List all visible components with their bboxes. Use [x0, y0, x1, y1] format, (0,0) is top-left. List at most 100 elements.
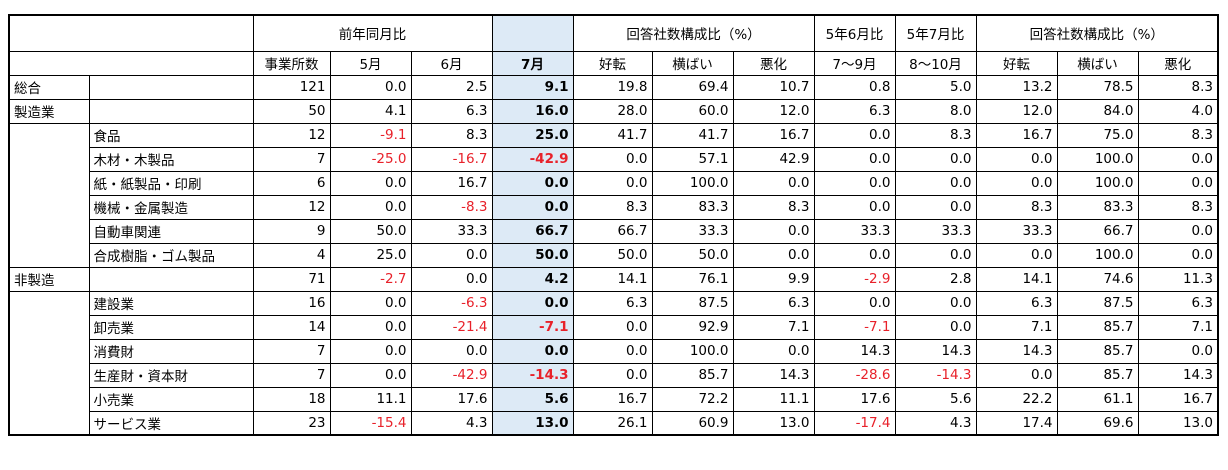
table-cell: 7 — [252, 146, 331, 172]
table-cell: -2.9 — [813, 266, 896, 292]
table-cell: 0.0 — [572, 146, 653, 172]
table-cell: 8.3 — [975, 194, 1058, 220]
table-cell: 10.7 — [732, 74, 815, 100]
row-label-spacer — [89, 74, 254, 100]
table-cell: 0.0 — [732, 242, 815, 268]
table-cell: 11.3 — [1137, 266, 1219, 292]
table-cell: 0.0 — [572, 170, 653, 196]
table-cell: 0.0 — [329, 74, 412, 100]
table-cell: -6.3 — [410, 290, 493, 316]
table-cell: 0.0 — [410, 338, 493, 364]
row-subcategory-label: 卸売業 — [88, 314, 254, 340]
table-cell: 8.3 — [1137, 122, 1219, 148]
table-cell: -15.4 — [329, 410, 412, 436]
table-cell: 11.1 — [732, 386, 815, 412]
table-cell: 14.1 — [572, 266, 653, 292]
table-cell: 4.3 — [894, 410, 977, 436]
table-cell: 85.7 — [1056, 314, 1139, 340]
table-cell: 0.0 — [329, 194, 412, 220]
row-subcategory-label: 建設業 — [88, 290, 254, 316]
table-cell: 0.0 — [975, 146, 1058, 172]
table-cell: 16 — [252, 290, 331, 316]
table-cell: 8.0 — [894, 98, 977, 124]
table-cell: 7.1 — [975, 314, 1058, 340]
row-subcategory-label: 消費財 — [88, 338, 254, 364]
table-cell: 0.0 — [894, 242, 977, 268]
table-cell: 0.0 — [894, 290, 977, 316]
table-cell: 84.0 — [1056, 98, 1139, 124]
table-body: 総合 121 0.0 2.5 9.1 19.8 69.4 10.7 0.8 5.0 13.2 78.5… — [8, 74, 1219, 436]
table-cell: 17.6 — [410, 386, 493, 412]
table-cell: 14.3 — [1137, 362, 1219, 388]
table-cell: -28.6 — [813, 362, 896, 388]
table-cell: 14.3 — [813, 338, 896, 364]
row-subcategory-label: サービス業 — [88, 410, 254, 436]
header-col-jul: 7月 — [491, 50, 574, 76]
row-indent — [8, 290, 90, 315]
table-cell: 0.0 — [1137, 218, 1219, 244]
table-cell: 74.6 — [1056, 266, 1139, 292]
row-indent — [8, 363, 90, 387]
table-cell: 0.0 — [975, 242, 1058, 268]
table-cell: 4.3 — [410, 410, 493, 436]
table-cell: 0.0 — [732, 218, 815, 244]
table-cell: 0.0 — [1137, 242, 1219, 268]
table-cell: 16.7 — [410, 170, 493, 196]
table-cell: 9.1 — [491, 74, 574, 100]
row-category-label: 非製造 — [8, 266, 90, 292]
table-cell: 50.0 — [651, 242, 734, 268]
table-cell: 0.0 — [491, 338, 574, 364]
table-cell: 0.0 — [894, 170, 977, 196]
row-subcategory-label: 合成樹脂・ゴム製品 — [88, 242, 254, 268]
table-cell: 2.8 — [894, 266, 977, 292]
table-cell: 6.3 — [975, 290, 1058, 316]
row-subcategory-label: 自動車関連 — [88, 218, 254, 244]
row-subcategory-label: 木材・木製品 — [88, 146, 254, 172]
table-cell: 6.3 — [1137, 290, 1219, 316]
header-col-jun: 6月 — [410, 50, 493, 76]
table-cell: 0.0 — [1137, 338, 1219, 364]
table-cell: 14 — [252, 314, 331, 340]
header-group-yoy: 前年同月比 — [252, 14, 493, 52]
table-cell: 66.7 — [572, 218, 653, 244]
table-cell: 0.0 — [491, 170, 574, 196]
table-cell: 100.0 — [651, 338, 734, 364]
table-cell: 0.0 — [491, 290, 574, 316]
table-row: 自動車関連 9 50.0 33.3 66.7 66.7 33.3 0.0 33.3 33.3 33.… — [8, 218, 1219, 244]
table-cell: 0.0 — [894, 314, 977, 340]
table-cell: 13.2 — [975, 74, 1058, 100]
table-cell: 16.7 — [732, 122, 815, 148]
table-cell: -42.9 — [410, 362, 493, 388]
table-cell: 8.3 — [1137, 194, 1219, 220]
table-cell: 4 — [252, 242, 331, 268]
table-cell: 7 — [252, 338, 331, 364]
table-cell: 8.3 — [894, 122, 977, 148]
table-cell: 100.0 — [1056, 146, 1139, 172]
table-row: 機械・金属製造 12 0.0 -8.3 0.0 8.3 83.3 8.3 0.0 0.0 8.3 83… — [8, 194, 1219, 220]
table-cell: 0.0 — [572, 362, 653, 388]
table-cell: 42.9 — [732, 146, 815, 172]
table-row: サービス業 23 -15.4 4.3 13.0 26.1 60.9 13.0 -17.4 4.3 1… — [8, 410, 1219, 436]
table-row: 建設業 16 0.0 -6.3 0.0 6.3 87.5 6.3 0.0 0.0 6.3 87.5 6.… — [8, 290, 1219, 316]
table-cell: 33.3 — [651, 218, 734, 244]
row-subcategory-label: 機械・金属製造 — [88, 194, 254, 220]
table-cell: 5.6 — [894, 386, 977, 412]
table-cell: 7.1 — [1137, 314, 1219, 340]
table-row: 非製造 71 -2.7 0.0 4.2 14.1 76.1 9.9 -2.9 2.8 14.1 74.… — [8, 266, 1219, 292]
table-cell: 85.7 — [1056, 362, 1139, 388]
table-cell: 85.7 — [1056, 338, 1139, 364]
table-cell: 121 — [252, 74, 331, 100]
table-cell: 100.0 — [1056, 242, 1139, 268]
table-cell: 0.0 — [329, 290, 412, 316]
table-cell: -7.1 — [813, 314, 896, 340]
table-cell: 8.3 — [732, 194, 815, 220]
table-cell: 17.6 — [813, 386, 896, 412]
header-highlight-spacer — [491, 14, 574, 52]
header-col-bad-1: 悪化 — [732, 50, 815, 76]
table-cell: 0.0 — [732, 170, 815, 196]
table-cell: 41.7 — [651, 122, 734, 148]
row-indent — [8, 243, 90, 268]
table-cell: 13.0 — [491, 410, 574, 436]
table-cell: 14.3 — [894, 338, 977, 364]
table-cell: 13.0 — [1137, 410, 1219, 436]
